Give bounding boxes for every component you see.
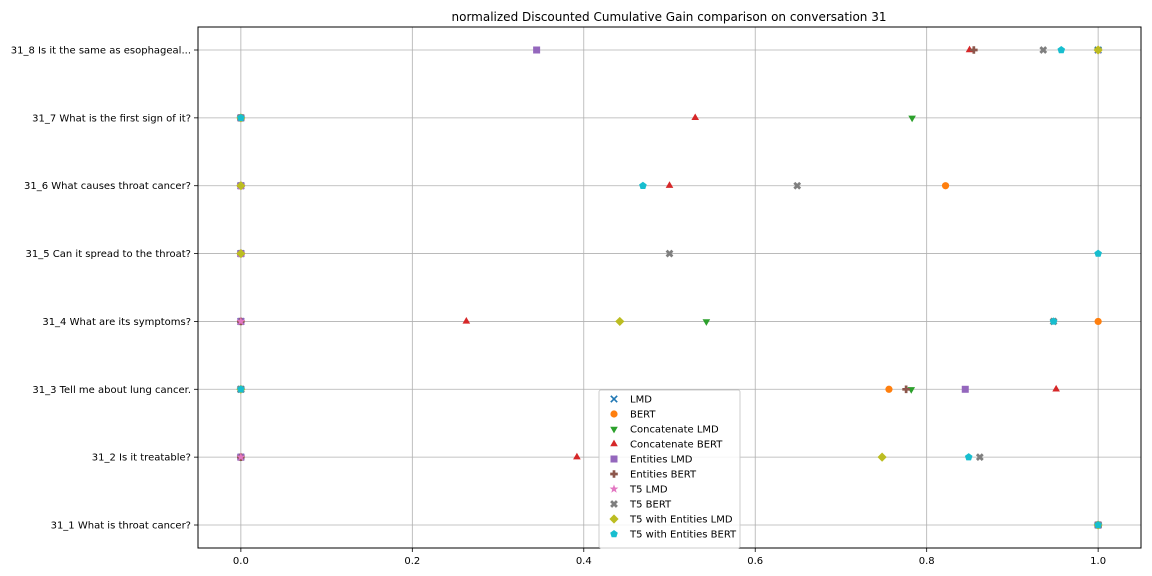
data-point bbox=[885, 385, 893, 393]
data-point bbox=[533, 46, 541, 54]
legend-marker bbox=[610, 530, 618, 538]
data-point bbox=[1094, 249, 1102, 257]
data-point bbox=[877, 452, 887, 462]
data-point bbox=[908, 115, 916, 123]
data-point bbox=[793, 181, 802, 190]
y-axis-ticks: 31_1 What is throat cancer? 31_2 Is it tr… bbox=[11, 46, 198, 532]
y-tick-label: 31_8 Is it the same as esophageal... bbox=[11, 46, 191, 57]
data-point bbox=[1039, 46, 1048, 54]
data-point bbox=[691, 113, 700, 121]
data-point bbox=[462, 317, 471, 324]
legend-marker bbox=[610, 426, 618, 434]
data-point bbox=[1052, 384, 1060, 392]
x-tick-label: 0.6 bbox=[747, 556, 763, 567]
data-point bbox=[1094, 317, 1102, 326]
legend-label: T5 BERT bbox=[629, 500, 672, 511]
legend-marker bbox=[610, 470, 618, 478]
legend-label: T5 LMD bbox=[629, 485, 668, 496]
legend-label: Entities LMD bbox=[630, 455, 693, 466]
y-tick-label: 31_5 Can it spread to the throat? bbox=[26, 249, 191, 260]
legend-marker bbox=[609, 484, 619, 493]
data-point bbox=[1057, 46, 1066, 54]
legend-marker bbox=[609, 514, 619, 524]
data-point bbox=[236, 248, 246, 259]
data-point bbox=[236, 452, 246, 461]
legend-label: T5 with Entities BERT bbox=[629, 530, 737, 541]
legend-marker bbox=[610, 500, 618, 508]
legend-label: Concatenate BERT bbox=[630, 440, 723, 451]
data-point bbox=[941, 182, 950, 190]
series-9 bbox=[237, 46, 1102, 529]
data-point bbox=[236, 181, 246, 191]
data-point bbox=[639, 181, 647, 189]
data-point bbox=[970, 46, 978, 54]
x-tick-label: 0.0 bbox=[233, 556, 249, 567]
legend-marker bbox=[610, 455, 618, 463]
y-tick-label: 31_6 What causes throat cancer? bbox=[24, 181, 191, 192]
legend-marker bbox=[610, 439, 618, 447]
legend-label: BERT bbox=[630, 410, 656, 421]
data-point bbox=[964, 453, 973, 461]
legend-label: LMD bbox=[630, 395, 652, 406]
data-point bbox=[237, 113, 245, 122]
data-point bbox=[237, 385, 245, 393]
legend-marker bbox=[610, 410, 618, 418]
data-point bbox=[1049, 317, 1058, 325]
data-point bbox=[1093, 45, 1103, 55]
data-point bbox=[975, 453, 984, 462]
data-point bbox=[665, 249, 674, 258]
chart-title: normalized Discounted Cumulative Gain co… bbox=[452, 10, 887, 24]
data-point bbox=[573, 452, 581, 460]
data-points bbox=[236, 45, 1103, 530]
data-point bbox=[665, 181, 674, 188]
data-point bbox=[902, 385, 910, 394]
legend-marker bbox=[610, 395, 618, 403]
legend-label: Entities BERT bbox=[630, 470, 697, 481]
x-tick-label: 0.8 bbox=[919, 556, 935, 567]
y-tick-label: 31_1 What is throat cancer? bbox=[51, 521, 191, 532]
data-point bbox=[961, 385, 969, 393]
y-tick-label: 31_4 What are its symptoms? bbox=[42, 317, 191, 328]
data-point bbox=[702, 319, 711, 326]
legend-box bbox=[598, 389, 741, 549]
y-tick-label: 31_3 Tell me about lung cancer. bbox=[32, 385, 191, 396]
legend: LMD BERT Concatenate LMD Concatenate BERT En… bbox=[598, 389, 741, 549]
x-tick-label: 1.0 bbox=[1090, 556, 1106, 567]
legend-label: Concatenate LMD bbox=[630, 425, 719, 436]
x-tick-label: 0.4 bbox=[576, 556, 592, 567]
data-point bbox=[615, 316, 625, 327]
data-point bbox=[1094, 521, 1102, 529]
y-tick-label: 31_2 Is it treatable? bbox=[92, 453, 191, 464]
x-axis-ticks: 0.0 0.2 0.4 0.6 0.8 1.0 bbox=[233, 548, 1106, 567]
y-tick-label: 31_7 What is the first sign of it? bbox=[32, 113, 191, 124]
x-tick-label: 0.2 bbox=[404, 556, 420, 567]
legend-label: T5 with Entities LMD bbox=[629, 515, 733, 526]
data-point bbox=[236, 316, 246, 326]
